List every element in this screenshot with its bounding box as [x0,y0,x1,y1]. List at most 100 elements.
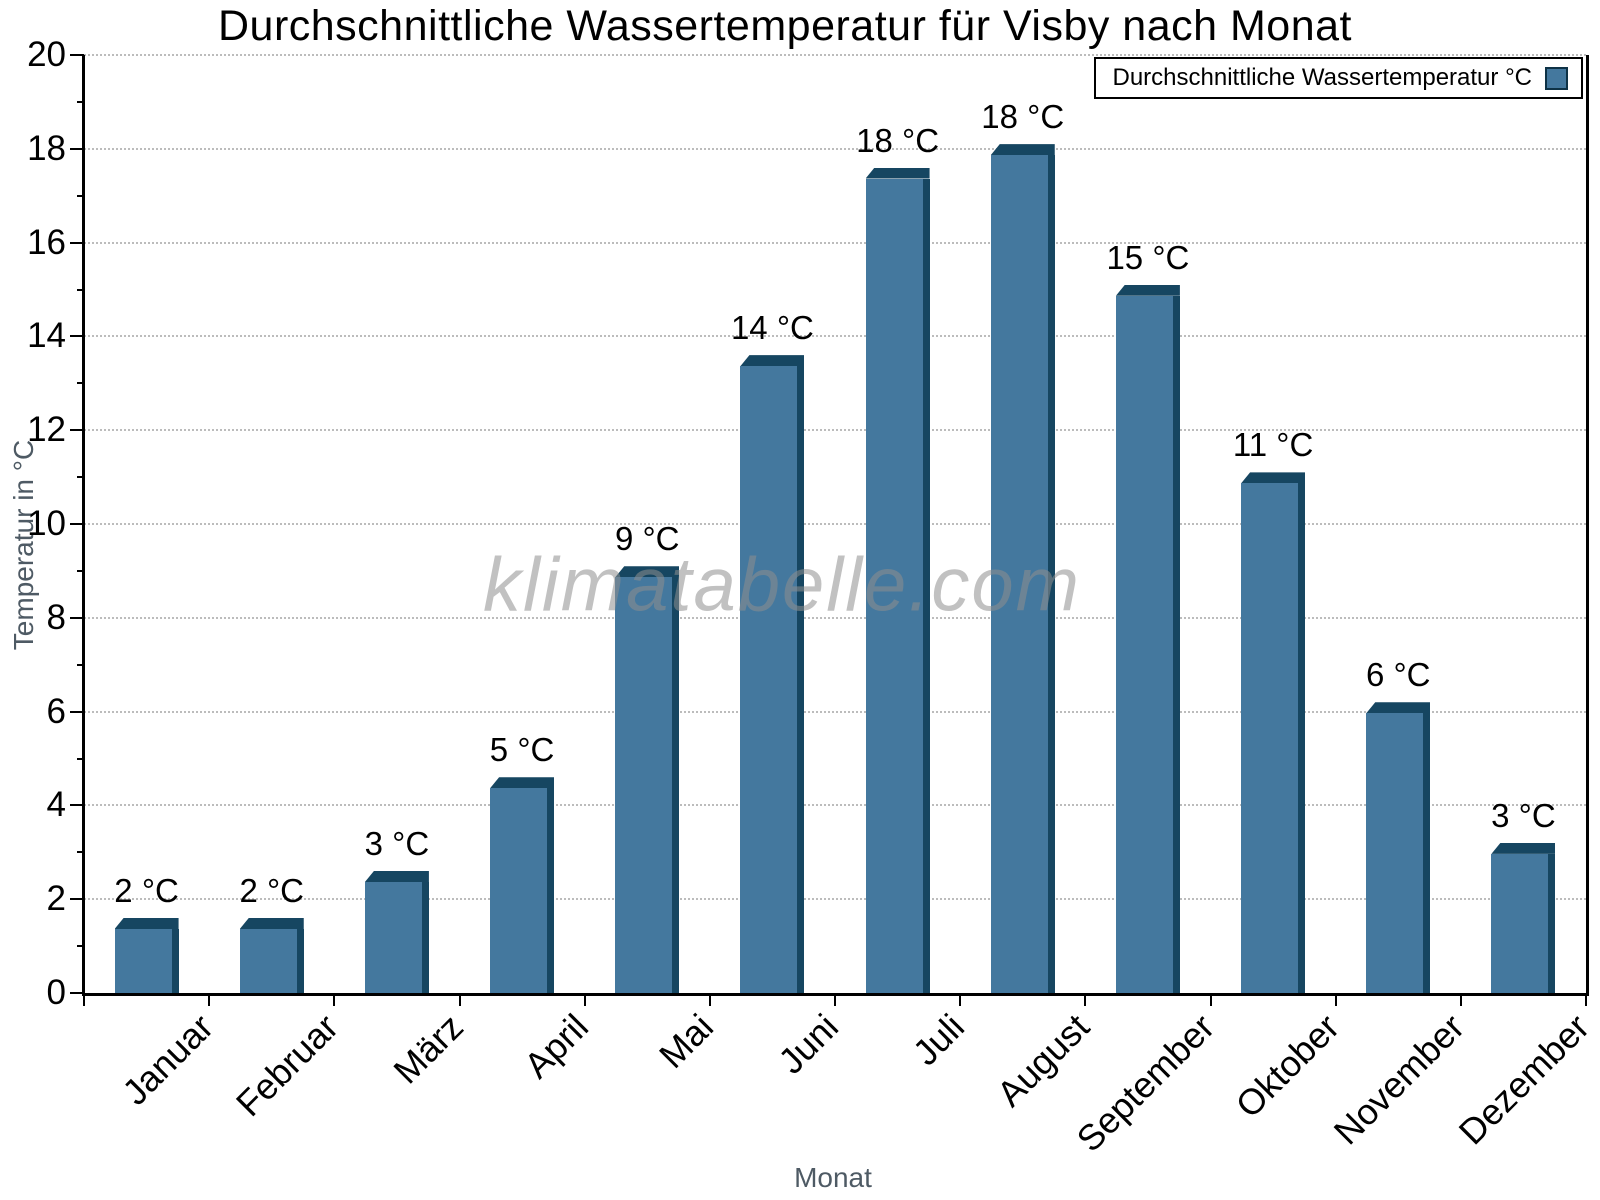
bar-value-label-oktober: 11 °C [1232,426,1314,464]
bar-value-label-juni: 14 °C [730,309,814,347]
bar-top-mai [615,566,680,578]
bar-face-oktober [1241,483,1299,993]
watermark: klimatabelle.com [483,542,1081,628]
x-category-label-november: November [1325,1006,1473,1153]
y-major-tick-8 [70,616,84,619]
bar-top-april [490,777,555,789]
y-major-tick-12 [70,429,84,432]
bar-face-november [1366,713,1424,993]
bar-side-november [1423,713,1431,993]
bar-top-august [990,144,1055,156]
y-major-tick-18 [70,147,84,150]
bar-side-april [547,788,555,993]
bar-value-label-januar: 2 °C [114,871,179,909]
x-category-label-april: April [516,1006,597,1086]
bar-märz [364,871,429,993]
bar-value-label-märz: 3 °C [364,825,430,863]
bar-face-juli [865,178,923,993]
y-tick-label-20: 20 [27,35,66,74]
y-tick-label-8: 8 [46,597,66,637]
bar-face-juni [740,366,798,993]
y-minor-tick-1 [77,945,84,948]
bar-face-februar [239,928,297,993]
y-minor-tick-17 [77,194,84,197]
x-category-label-juni: Juni [770,1006,847,1082]
bar-side-dezember [1548,853,1556,993]
bar-dezember [1491,842,1556,993]
bar-top-januar [114,917,179,929]
legend-swatch-icon [1545,66,1568,90]
bar-top-november [1366,702,1431,714]
bar-face-januar [114,928,172,993]
x-category-label-februar: Februar [227,1006,346,1125]
x-category-label-juli: Juli [904,1006,972,1074]
bar-value-label-april: 5 °C [489,731,555,769]
y-major-tick-4 [70,804,84,807]
bar-value-label-september: 15 °C [1106,238,1190,276]
x-category-label-januar: Januar [113,1006,221,1113]
y-major-tick-6 [70,710,84,713]
gridline-6 [84,710,1586,713]
bar-november [1366,702,1431,993]
y-tick-label-6: 6 [46,691,66,731]
y-minor-tick-19 [77,100,84,103]
bar-top-juli [865,167,930,179]
bar-side-august [1047,155,1055,993]
y-major-tick-14 [70,335,84,338]
gridline-14 [84,335,1586,338]
y-major-tick-0 [70,992,84,994]
bar-top-februar [239,917,304,929]
y-minor-tick-5 [77,757,84,760]
gridline-2 [84,898,1586,901]
bar-september [1115,284,1180,993]
x-tick-7 [959,993,962,1006]
bar-januar [114,917,179,993]
x-tick-10 [1334,993,1337,1006]
bar-juni [740,355,805,993]
x-tick-12 [1585,993,1587,1006]
x-axis-title: Monat [794,1162,872,1193]
bar-top-märz [364,871,429,883]
chart-title: Durchschnittliche Wassertemperatur für V… [217,2,1352,50]
x-tick-9 [1209,993,1212,1006]
y-tick-label-18: 18 [27,128,66,168]
bar-side-märz [421,882,429,993]
y-tick-label-12: 12 [27,410,66,450]
x-tick-8 [1084,993,1087,1006]
bar-august [990,144,1055,993]
legend-label: Durchschnittliche Wassertemperatur °C [1112,64,1532,91]
x-tick-11 [1459,993,1462,1006]
bar-side-juli [922,178,930,993]
x-tick-0 [83,993,85,1006]
gridline-18 [84,147,1586,150]
gridline-12 [84,429,1586,432]
bar-value-label-mai: 9 °C [614,520,680,558]
y-minor-tick-15 [77,288,84,291]
bar-mai [615,566,680,993]
y-minor-tick-3 [77,851,84,854]
bar-top-dezember [1491,842,1556,854]
bar-juli [865,167,930,993]
bar-face-dezember [1491,853,1549,993]
x-tick-4 [583,993,586,1006]
legend: Durchschnittliche Wassertemperatur °C [1094,57,1583,99]
bar-value-label-dezember: 3 °C [1491,796,1556,834]
y-tick-label-0: 0 [46,973,66,1012]
bar-top-september [1115,284,1180,296]
y-major-tick-10 [70,523,84,525]
gridline-8 [84,616,1586,619]
bar-side-september [1172,295,1180,993]
bar-face-april [490,788,548,993]
y-tick-label-10: 10 [27,504,66,543]
x-category-label-märz: März [385,1006,471,1092]
x-category-label-august: August [988,1006,1097,1115]
x-tick-6 [834,993,836,1006]
right-border-line [1586,55,1589,996]
y-tick-label-2: 2 [46,879,66,919]
gridline-16 [84,241,1586,244]
bar-side-oktober [1298,483,1306,993]
bar-februar [239,917,304,993]
x-tick-2 [333,993,336,1006]
